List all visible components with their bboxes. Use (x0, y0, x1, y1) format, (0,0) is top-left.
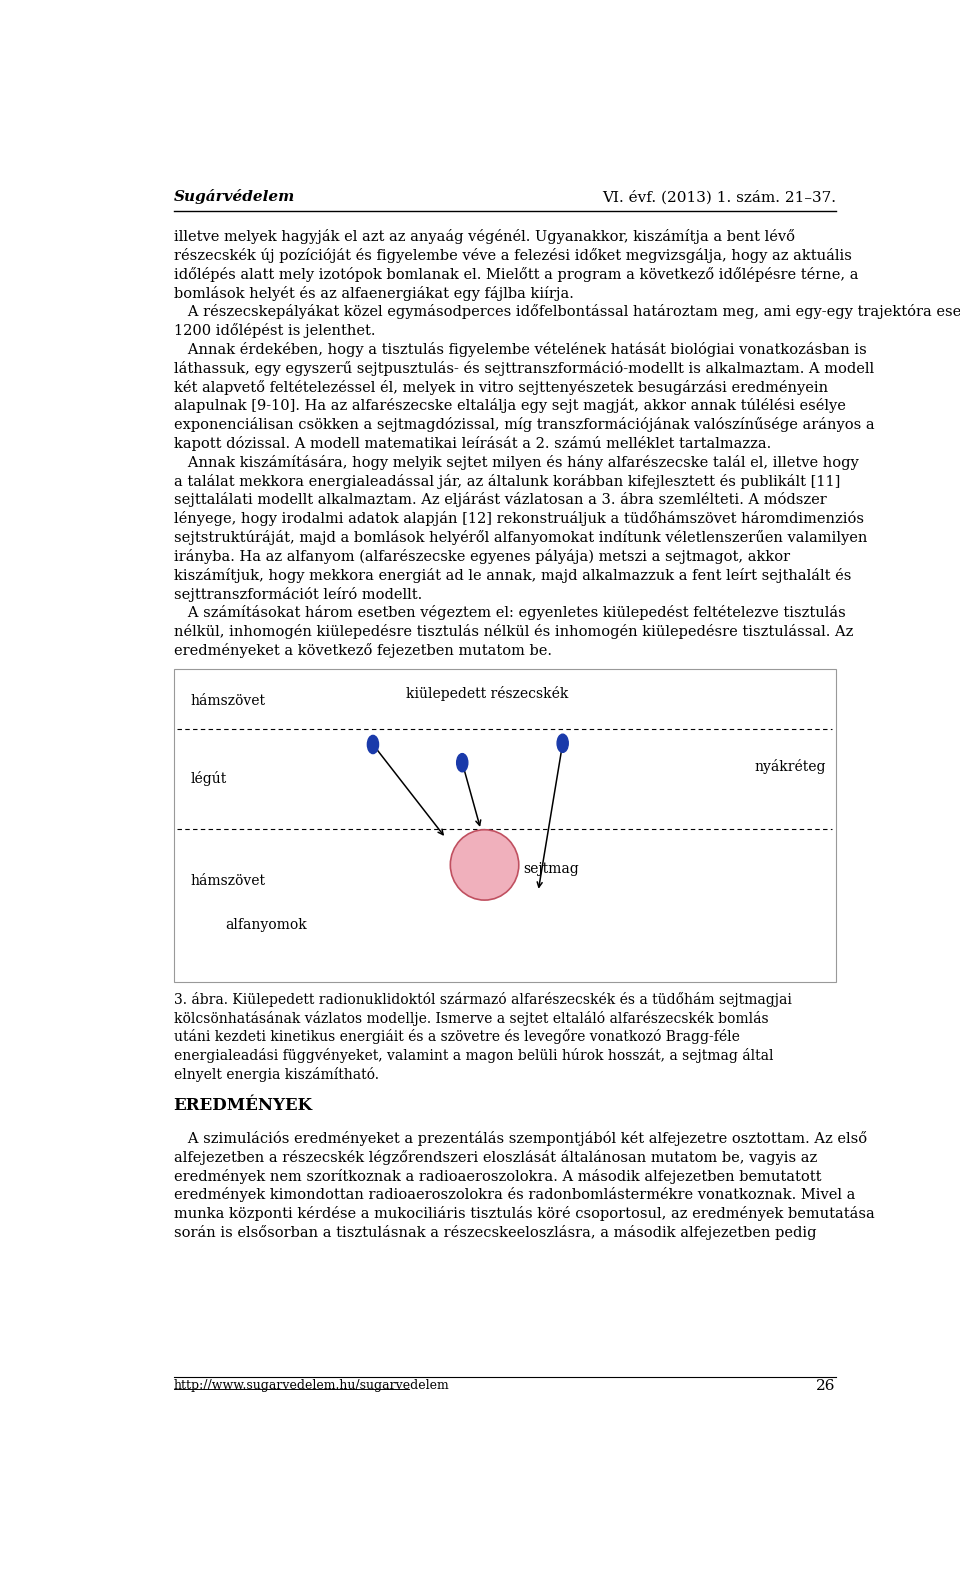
Text: hámszövet: hámszövet (191, 695, 266, 708)
Text: irányba. Ha az alfanyom (alfarészecske egyenes pályája) metszi a sejtmagot, akko: irányba. Ha az alfanyom (alfarészecske e… (174, 548, 790, 564)
Circle shape (368, 736, 378, 753)
Text: alfanyomok: alfanyomok (226, 917, 307, 931)
Ellipse shape (450, 829, 518, 900)
Text: 1200 időlépést is jelenthet.: 1200 időlépést is jelenthet. (174, 323, 375, 339)
Text: során is elsősorban a tisztulásnak a részecskeeloszlásra, a második alfejezetben: során is elsősorban a tisztulásnak a rés… (174, 1225, 816, 1240)
Text: sejtmag: sejtmag (523, 862, 579, 876)
Text: A számításokat három esetben végeztem el: egyenletes kiülepedést feltételezve ti: A számításokat három esetben végeztem el… (174, 605, 846, 621)
Text: kapott dózissal. A modell matematikai leírását a 2. számú melléklet tartalmazza.: kapott dózissal. A modell matematikai le… (174, 437, 771, 451)
Text: Sugárvédelem: Sugárvédelem (174, 189, 295, 205)
Text: sejtstruktúráját, majd a bomlások helyéről alfanyomokat indítunk véletlenszerűen: sejtstruktúráját, majd a bomlások helyér… (174, 530, 867, 545)
Text: két alapvető feltételezéssel él, melyek in vitro sejttenyészetek besugárzási ere: két alapvető feltételezéssel él, melyek … (174, 380, 828, 394)
Bar (174, 670, 836, 982)
Text: légút: légút (191, 771, 227, 786)
Text: 26: 26 (816, 1379, 836, 1393)
Text: láthassuk, egy egyszerű sejtpusztulás- és sejttranszformáció-modellt is alkalmaz: láthassuk, egy egyszerű sejtpusztulás- é… (174, 361, 874, 375)
Text: részecskék új pozícióját és figyelembe véve a felezési időket megvizsgálja, hogy: részecskék új pozícióját és figyelembe v… (174, 247, 852, 263)
Text: kiszámítjuk, hogy mekkora energiát ad le annak, majd alkalmazzuk a fent leírt se: kiszámítjuk, hogy mekkora energiát ad le… (174, 567, 851, 583)
Text: Annak érdekében, hogy a tisztulás figyelembe vételének hatását biológiai vonatko: Annak érdekében, hogy a tisztulás figyel… (174, 342, 866, 358)
Text: Annak kiszámítására, hogy melyik sejtet milyen és hány alfarészecske talál el, i: Annak kiszámítására, hogy melyik sejtet … (174, 455, 858, 470)
Text: A részecskepályákat közel egymásodperces időfelbontással határoztam meg, ami egy: A részecskepályákat közel egymásodperces… (174, 304, 960, 320)
Text: hámszövet: hámszövet (191, 875, 266, 889)
Text: A szimulációs eredményeket a prezentálás szempontjából két alfejezetre osztottam: A szimulációs eredményeket a prezentálás… (174, 1132, 867, 1146)
Text: exponenciálisan csökken a sejtmagdózissal, míg transzformációjának valószínűsége: exponenciálisan csökken a sejtmagdózissa… (174, 418, 875, 432)
Text: kölcsönhatásának vázlatos modellje. Ismerve a sejtet eltaláló alfarészecskék bom: kölcsönhatásának vázlatos modellje. Isme… (174, 1010, 768, 1026)
Text: eredmények nem szorítkoznak a radioaeroszolokra. A második alfejezetben bemutato: eredmények nem szorítkoznak a radioaeros… (174, 1169, 821, 1184)
Text: alapulnak [9-10]. Ha az alfarészecske eltalálja egy sejt magját, akkor annak túl: alapulnak [9-10]. Ha az alfarészecske el… (174, 399, 846, 413)
Text: eredmények kimondottan radioaeroszolokra és radonbomlástermékre vonatkoznak. Miv: eredmények kimondottan radioaeroszolokra… (174, 1187, 855, 1202)
Text: alfejezetben a részecskék légzőrendszeri eloszlását általánosan mutatom be, vagy: alfejezetben a részecskék légzőrendszeri… (174, 1150, 817, 1165)
Text: a találat mekkora energialeadással jár, az általunk korábban kifejlesztett és pu: a találat mekkora energialeadással jár, … (174, 474, 840, 489)
Text: illetve melyek hagyják el azt az anyaág végénél. Ugyanakkor, kiszámítja a bent l: illetve melyek hagyják el azt az anyaág … (174, 229, 795, 244)
Text: utáni kezdeti kinetikus energiáit és a szövetre és levegőre vonatkozó Bragg-féle: utáni kezdeti kinetikus energiáit és a s… (174, 1029, 739, 1045)
Text: kiülepedett részecskék: kiülepedett részecskék (406, 686, 569, 701)
Text: nélkül, inhomogén kiülepedésre tisztulás nélkül és inhomogén kiülepedésre tisztu: nélkül, inhomogén kiülepedésre tisztulás… (174, 624, 852, 640)
Text: időlépés alatt mely izotópok bomlanak el. Mielőtt a program a következő időlépés: időlépés alatt mely izotópok bomlanak el… (174, 266, 858, 282)
Text: 3. ábra. Kiülepedett radionuklidoktól származó alfarészecskék és a tüdőhám sejtm: 3. ábra. Kiülepedett radionuklidoktól sz… (174, 991, 791, 1007)
Text: elnyelt energia kiszámítható.: elnyelt energia kiszámítható. (174, 1067, 378, 1083)
Text: nyákréteg: nyákréteg (755, 760, 826, 774)
Text: bomlások helyét és az alfaenergiákat egy fájlba kiírja.: bomlások helyét és az alfaenergiákat egy… (174, 285, 573, 301)
Text: munka központi kérdése a mukociliáris tisztulás köré csoportosul, az eredmények : munka központi kérdése a mukociliáris ti… (174, 1206, 875, 1221)
Text: http://www.sugarvedelem.hu/sugarvedelem: http://www.sugarvedelem.hu/sugarvedelem (174, 1379, 449, 1392)
Text: sejttranszformációt leíró modellt.: sejttranszformációt leíró modellt. (174, 586, 421, 602)
Text: EREDMÉNYEK: EREDMÉNYEK (174, 1097, 313, 1114)
Text: energialeadási függvényeket, valamint a magon belüli húrok hosszát, a sejtmag ál: energialeadási függvényeket, valamint a … (174, 1048, 773, 1064)
Circle shape (557, 734, 568, 752)
Text: VI. évf. (2013) 1. szám. 21–37.: VI. évf. (2013) 1. szám. 21–37. (602, 191, 836, 205)
Text: sejttalálati modellt alkalmaztam. Az eljárást vázlatosan a 3. ábra szemlélteti. : sejttalálati modellt alkalmaztam. Az elj… (174, 492, 827, 507)
Text: eredményeket a következő fejezetben mutatom be.: eredményeket a következő fejezetben muta… (174, 643, 552, 657)
Text: lényege, hogy irodalmi adatok alapján [12] rekonstruáljuk a tüdőhámszövet háromd: lényege, hogy irodalmi adatok alapján [1… (174, 511, 864, 526)
Circle shape (457, 753, 468, 772)
